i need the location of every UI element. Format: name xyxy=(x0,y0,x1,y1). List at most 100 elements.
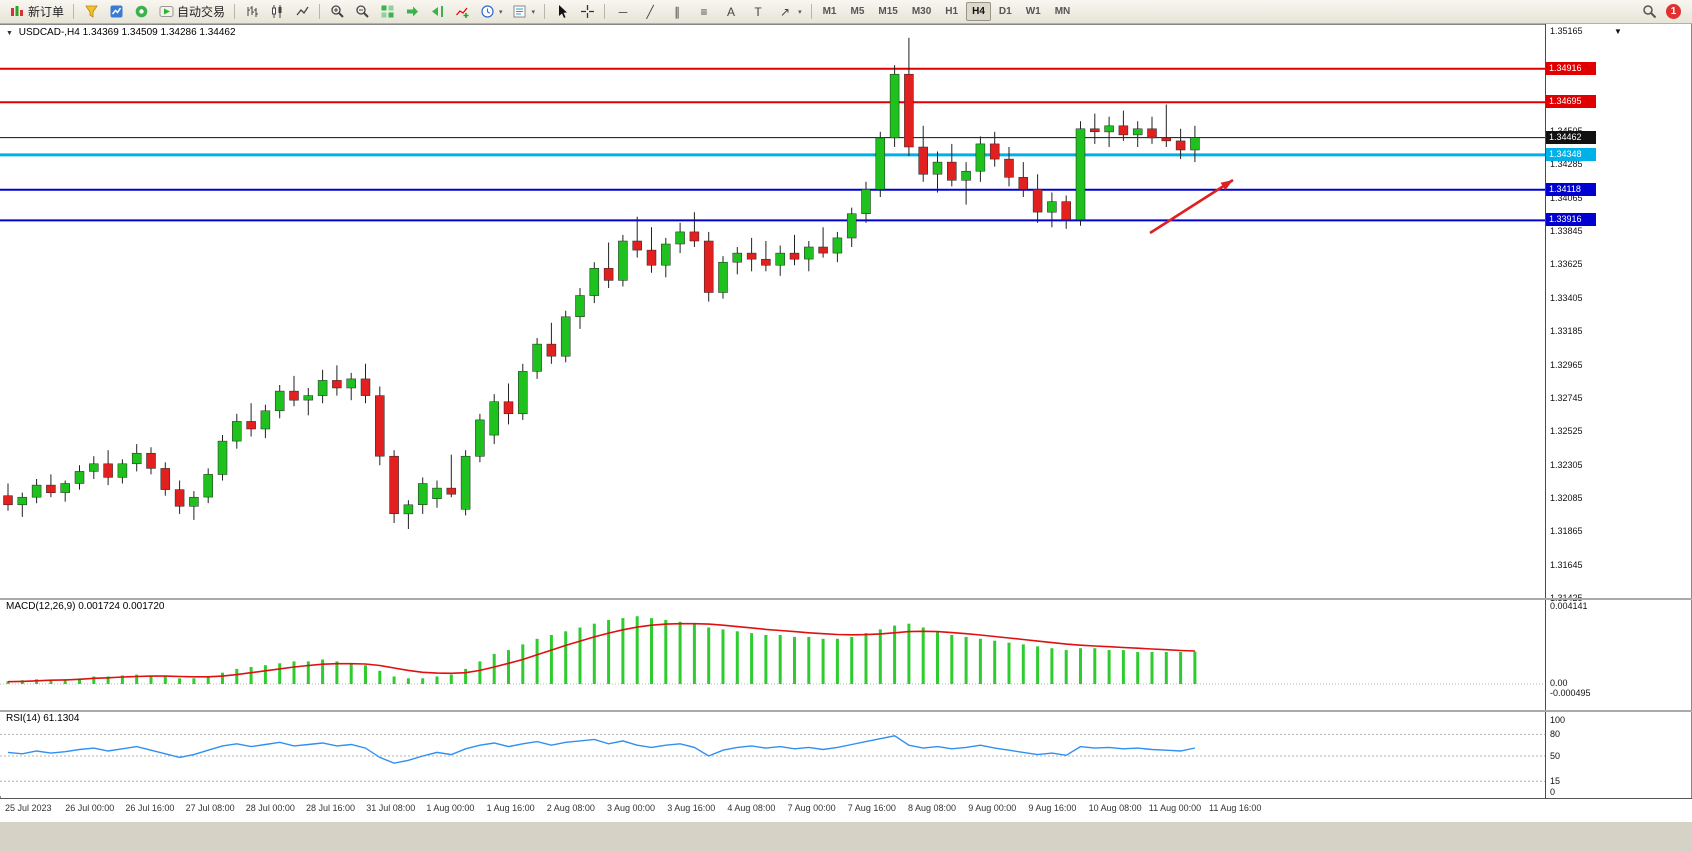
timeframe-m30[interactable]: M30 xyxy=(911,6,932,17)
auto-trading-icon xyxy=(158,4,174,20)
fibonacci-icon: ≡ xyxy=(700,4,708,19)
text-tool-button[interactable]: A xyxy=(718,2,744,22)
time-label: 28 Jul 16:00 xyxy=(306,803,356,813)
templates-icon xyxy=(512,4,528,20)
zoom-out-button[interactable] xyxy=(350,2,374,22)
label-tool-icon: T xyxy=(754,4,762,19)
time-label: 25 Jul 2023 xyxy=(5,803,52,813)
crosshair-button[interactable] xyxy=(575,2,599,22)
zoom-in-button[interactable] xyxy=(325,2,349,22)
data-window-icon xyxy=(133,4,149,20)
chart-ohlc-label: 1.34369 1.34509 1.34286 1.34462 xyxy=(82,27,236,38)
line-chart-button[interactable] xyxy=(290,2,314,22)
rsi-label: RSI(14) 61.1304 xyxy=(6,713,80,724)
fibonacci-tool-button[interactable]: ≡ xyxy=(691,2,717,22)
time-label: 9 Aug 16:00 xyxy=(1028,803,1077,813)
time-label: 11 Aug 00:00 xyxy=(1148,803,1202,813)
main-chart-pane[interactable] xyxy=(0,25,1545,598)
price-tick: 1.33845 xyxy=(1550,226,1583,237)
indicators-button[interactable] xyxy=(450,2,474,22)
new-order-icon xyxy=(9,4,25,20)
rsi-axis-label: 15 xyxy=(1550,776,1561,786)
channel-icon: ∥ xyxy=(674,4,681,19)
time-label: 2 Aug 08:00 xyxy=(546,803,595,813)
tile-windows-button[interactable] xyxy=(375,2,399,22)
arrows-tool-button[interactable]: ↗ ▾ xyxy=(772,2,806,22)
price-tick: 1.33405 xyxy=(1550,292,1583,303)
price-line-label: 1.34695 xyxy=(1546,95,1596,109)
symbol-dropdown-icon[interactable]: ▼ xyxy=(6,30,13,37)
chart-shift-icon xyxy=(429,4,445,20)
new-order-button[interactable]: 新订单 xyxy=(5,2,68,22)
time-axis[interactable]: 25 Jul 2023 26 Jul 00:00 26 Jul 16:00 27 Ju… xyxy=(0,798,1692,822)
periods-button[interactable]: ▾ xyxy=(475,2,507,22)
price-line-label: 1.34916 xyxy=(1546,61,1596,75)
cursor-button[interactable] xyxy=(550,2,574,22)
rsi-pane[interactable] xyxy=(0,712,1545,796)
time-label: 4 Aug 08:00 xyxy=(727,803,776,813)
trendline-tool-button[interactable]: ╱ xyxy=(637,2,663,22)
templates-button[interactable]: ▾ xyxy=(508,2,540,22)
auto-trading-button[interactable]: 自动交易 xyxy=(154,2,229,22)
timeframe-d1[interactable]: D1 xyxy=(998,6,1012,17)
price-line-label: 1.34462 xyxy=(1546,130,1596,144)
rsi-axis-label: 100 xyxy=(1550,715,1566,725)
timeframe-w1[interactable]: W1 xyxy=(1025,6,1041,17)
time-label: 1 Aug 16:00 xyxy=(486,803,535,813)
pane-divider[interactable] xyxy=(0,710,1692,712)
timeframe-m5[interactable]: M5 xyxy=(850,6,865,17)
channel-tool-button[interactable]: ∥ xyxy=(664,2,690,22)
macd-axis-label: 0.004141 xyxy=(1550,601,1588,611)
price-line-label: 1.34118 xyxy=(1546,182,1596,196)
chart-shift-marker: ▼ xyxy=(1614,27,1622,36)
price-tick: 1.31645 xyxy=(1550,559,1583,570)
timeframe-h4[interactable]: H4 xyxy=(966,2,991,21)
price-tick: 1.34285 xyxy=(1550,159,1583,170)
toolbar-separator xyxy=(544,4,546,19)
timeframe-mn[interactable]: MN xyxy=(1054,6,1071,17)
auto-scroll-button[interactable] xyxy=(400,2,424,22)
bar-chart-icon xyxy=(244,4,260,20)
macd-pane[interactable] xyxy=(0,600,1545,710)
time-label: 9 Aug 00:00 xyxy=(968,803,1017,813)
timeframe-h1[interactable]: H1 xyxy=(945,6,959,17)
price-axis[interactable]: 1.351651.345051.342851.340651.338451.336… xyxy=(1545,24,1691,798)
price-tick: 1.33625 xyxy=(1550,259,1583,270)
data-window-button[interactable] xyxy=(129,2,153,22)
toolbar-separator xyxy=(234,4,236,19)
macd-axis-label: 0.00 xyxy=(1550,678,1568,688)
horizontal-line-icon: ─ xyxy=(618,4,628,19)
price-tick: 1.32305 xyxy=(1550,459,1583,470)
timeframe-m15[interactable]: M15 xyxy=(878,6,898,17)
label-tool-button[interactable]: T xyxy=(745,2,771,22)
toolbar-separator xyxy=(810,4,812,19)
time-label: 26 Jul 16:00 xyxy=(125,803,175,813)
time-label: 10 Aug 08:00 xyxy=(1088,803,1142,813)
cursor-icon xyxy=(554,4,570,20)
bar-chart-button[interactable] xyxy=(240,2,264,22)
notification-badge[interactable]: 1 xyxy=(1666,4,1681,19)
time-label: 11 Aug 16:00 xyxy=(1209,803,1262,813)
price-tick: 1.32745 xyxy=(1550,392,1583,403)
price-tick: 1.32085 xyxy=(1550,492,1583,503)
candlestick-chart-button[interactable] xyxy=(265,2,289,22)
time-label: 3 Aug 00:00 xyxy=(607,803,656,813)
chart-symbol-label: USDCAD-,H4 xyxy=(18,27,80,38)
search-button[interactable] xyxy=(1637,2,1661,22)
trendline-icon: ╱ xyxy=(646,4,654,19)
toolbar-separator xyxy=(319,4,321,19)
timeframe-m1[interactable]: M1 xyxy=(822,6,837,17)
text-tool-icon: A xyxy=(727,4,736,19)
chart-shift-button[interactable] xyxy=(425,2,449,22)
timeframe-buttons: M1 M5 M15 M30 H1 H4 D1 W1 MN xyxy=(817,2,1077,21)
line-chart-icon xyxy=(294,4,310,20)
profiles-button[interactable] xyxy=(79,2,103,22)
hline-tool-button[interactable]: ─ xyxy=(610,2,636,22)
crosshair-icon xyxy=(579,4,595,20)
tile-windows-icon xyxy=(379,4,395,20)
market-watch-button[interactable] xyxy=(104,2,128,22)
toolbar: 新订单 自动交易 xyxy=(0,0,1692,24)
chevron-down-icon: ▾ xyxy=(798,8,802,16)
pane-divider[interactable] xyxy=(0,598,1692,600)
chevron-down-icon: ▾ xyxy=(499,8,503,16)
